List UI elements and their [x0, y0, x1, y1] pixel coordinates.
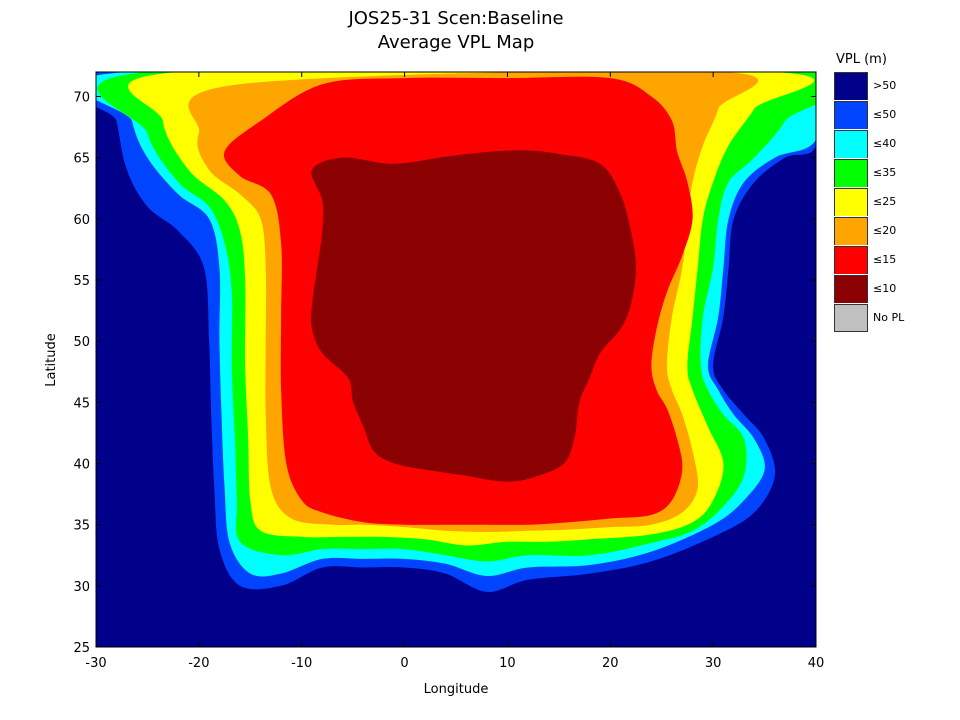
legend-swatch: [834, 303, 868, 332]
y-tick-label: 45: [73, 396, 90, 411]
legend-swatch: [834, 129, 868, 158]
legend-label: ≤20: [873, 224, 897, 237]
legend-swatch: [834, 71, 868, 100]
legend-swatch: [834, 216, 868, 245]
legend-item: ≤40: [834, 129, 904, 158]
legend-label: ≤50: [873, 108, 897, 121]
legend-swatch: [834, 158, 868, 187]
y-tick-label: 25: [73, 641, 90, 656]
y-tick-label: 65: [73, 152, 90, 167]
x-tick-label: 40: [808, 656, 825, 671]
y-tick-label: 40: [73, 457, 90, 472]
legend-swatch: [834, 274, 868, 303]
chart-title-line1: JOS25-31 Scen:Baseline: [348, 8, 564, 29]
legend-swatch: [834, 187, 868, 216]
region-contour-6: [311, 150, 636, 482]
x-tick-label: -30: [85, 656, 106, 671]
y-tick-label: 55: [73, 274, 90, 289]
legend-label: ≤40: [873, 137, 897, 150]
legend-item: ≤15: [834, 245, 904, 274]
legend-item: >50: [834, 71, 904, 100]
x-tick-label: -10: [291, 656, 312, 671]
legend-item: ≤10: [834, 274, 904, 303]
legend-item: ≤25: [834, 187, 904, 216]
x-axis-title: Longitude: [424, 682, 489, 697]
legend-swatch: [834, 245, 868, 274]
x-tick-label: 0: [400, 656, 408, 671]
legend-label: ≤10: [873, 282, 897, 295]
legend-label: ≤35: [873, 166, 897, 179]
legend-item: ≤20: [834, 216, 904, 245]
plot-frame: [95, 71, 817, 648]
legend-label: ≤25: [873, 195, 897, 208]
y-tick-label: 70: [73, 90, 90, 105]
y-tick-label: 30: [73, 580, 90, 595]
legend-label: No PL: [873, 311, 905, 324]
legend-item: No PL: [834, 303, 904, 332]
legend-title: VPL (m): [836, 52, 887, 67]
x-tick-label: 30: [705, 656, 722, 671]
vpl-legend: VPL (m) >50 ≤50 ≤40 ≤35 ≤25 ≤20 ≤15 ≤10 No PL: [834, 52, 904, 332]
legend-label: ≤15: [873, 253, 897, 266]
y-tick-label: 60: [73, 213, 90, 228]
y-tick-label: 50: [73, 335, 90, 350]
legend-swatch: [834, 100, 868, 129]
x-tick-label: 20: [602, 656, 619, 671]
legend-label: >50: [873, 79, 897, 92]
legend-item: ≤50: [834, 100, 904, 129]
legend-item: ≤35: [834, 158, 904, 187]
x-tick-label: 10: [499, 656, 516, 671]
x-tick-label: -20: [188, 656, 209, 671]
chart-title-line2: Average VPL Map: [377, 32, 535, 53]
y-axis-title: Latitude: [44, 333, 59, 387]
y-tick-label: 35: [73, 519, 90, 534]
